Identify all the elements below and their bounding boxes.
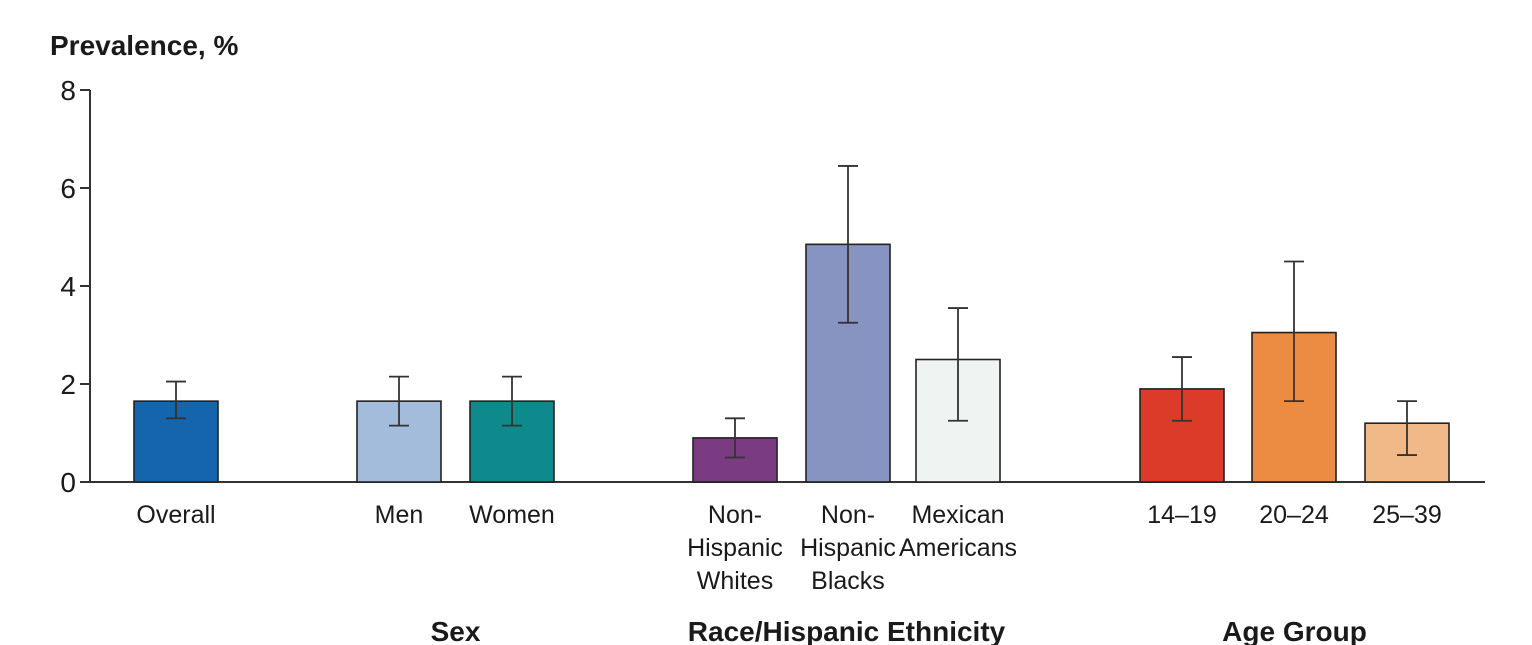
- x-category-label: 14–19: [1147, 501, 1217, 529]
- x-category-label: Women: [469, 501, 555, 529]
- category-labels: Overall Men Women Non- Hispanic Whites Non- His…: [136, 501, 1441, 595]
- bars: [133, 243, 1450, 483]
- error-bar: [502, 375, 522, 427]
- error-bar: [1172, 356, 1192, 422]
- error-bar: [725, 417, 745, 459]
- group-label: Age Group: [1222, 616, 1367, 645]
- error-bar: [948, 307, 968, 422]
- error-bar: [838, 165, 858, 324]
- x-category-label: Non-: [821, 501, 875, 529]
- x-category-label: Hispanic: [800, 534, 896, 562]
- x-category-label: Men: [375, 501, 424, 529]
- x-category-label: Overall: [136, 501, 215, 529]
- error-bars: [166, 165, 1417, 459]
- group-label: Sex: [431, 616, 481, 645]
- y-tick-label: 4: [60, 271, 76, 302]
- y-tick-label: 8: [60, 75, 76, 106]
- x-category-label: Whites: [697, 567, 773, 595]
- y-tick-label: 0: [60, 467, 76, 498]
- y-tick-label: 2: [60, 369, 76, 400]
- y-axis-title: Prevalence, %: [50, 30, 238, 61]
- y-tick-label: 6: [60, 173, 76, 204]
- error-bar: [1397, 400, 1417, 456]
- x-category-label: 20–24: [1259, 501, 1329, 529]
- x-category-label: 25–39: [1372, 501, 1442, 529]
- x-category-label: Non-: [708, 501, 762, 529]
- error-bar: [166, 380, 186, 420]
- x-category-label: Mexican: [911, 501, 1004, 529]
- x-category-label: Blacks: [811, 567, 885, 595]
- error-bar: [1284, 260, 1304, 403]
- x-category-label: Hispanic: [687, 534, 783, 562]
- error-bar: [389, 375, 409, 427]
- group-label: Race/Hispanic Ethnicity: [688, 616, 1006, 645]
- x-category-label: Americans: [899, 534, 1017, 562]
- group-labels: Sex Race/Hispanic Ethnicity Age Group: [431, 616, 1367, 645]
